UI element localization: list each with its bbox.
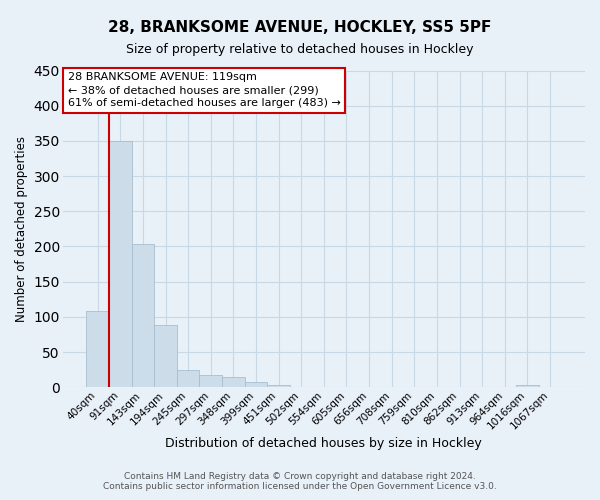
Bar xyxy=(245,382,268,387)
Bar xyxy=(516,385,539,387)
Text: Size of property relative to detached houses in Hockley: Size of property relative to detached ho… xyxy=(126,42,474,56)
Bar xyxy=(222,378,245,387)
Bar xyxy=(268,385,290,387)
Text: 28, BRANKSOME AVENUE, HOCKLEY, SS5 5PF: 28, BRANKSOME AVENUE, HOCKLEY, SS5 5PF xyxy=(109,20,491,35)
Bar xyxy=(86,311,109,387)
Bar xyxy=(199,374,222,387)
Text: Contains public sector information licensed under the Open Government Licence v3: Contains public sector information licen… xyxy=(103,482,497,491)
Text: Contains HM Land Registry data © Crown copyright and database right 2024.: Contains HM Land Registry data © Crown c… xyxy=(124,472,476,481)
Bar xyxy=(154,326,177,387)
X-axis label: Distribution of detached houses by size in Hockley: Distribution of detached houses by size … xyxy=(166,437,482,450)
Y-axis label: Number of detached properties: Number of detached properties xyxy=(15,136,28,322)
Bar xyxy=(131,244,154,387)
Bar xyxy=(109,141,131,387)
Bar xyxy=(177,370,199,387)
Text: 28 BRANKSOME AVENUE: 119sqm
← 38% of detached houses are smaller (299)
61% of se: 28 BRANKSOME AVENUE: 119sqm ← 38% of det… xyxy=(68,72,341,108)
